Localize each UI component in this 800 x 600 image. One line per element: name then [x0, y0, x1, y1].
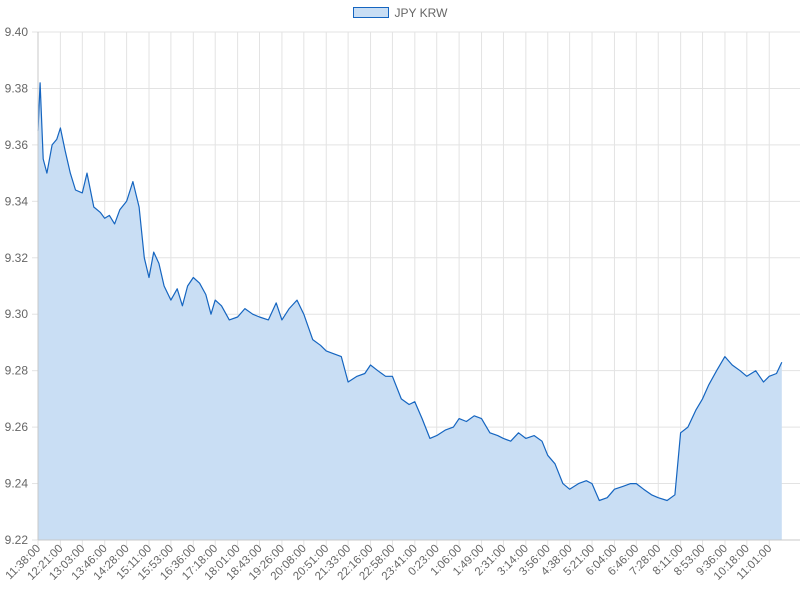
y-tick-label: 9.24 — [5, 477, 29, 491]
y-tick-label: 9.40 — [5, 25, 29, 39]
y-axis: 9.40 9.38 9.36 9.34 9.32 9.30 9.28 9.26 9.24 9.22 — [5, 25, 39, 547]
x-axis: 11:38:0012:21:0013:03:0013:46:0014:28:00… — [4, 539, 800, 583]
series-area — [38, 82, 782, 541]
y-tick-label: 9.30 — [5, 307, 29, 321]
y-tick-label: 9.34 — [5, 194, 29, 208]
y-tick-label: 9.28 — [5, 364, 29, 378]
y-tick-label: 9.26 — [5, 420, 29, 434]
legend-swatch — [352, 7, 389, 18]
y-tick-label: 9.36 — [5, 138, 29, 152]
chart-plot-area — [37, 82, 783, 541]
y-tick-label: 9.32 — [5, 251, 29, 265]
y-tick-label: 9.22 — [5, 533, 29, 547]
chart-legend[interactable]: JPY KRW — [0, 6, 800, 20]
y-tick-label: 9.38 — [5, 81, 29, 95]
series-line — [37, 82, 783, 502]
legend-label: JPY KRW — [394, 6, 448, 20]
